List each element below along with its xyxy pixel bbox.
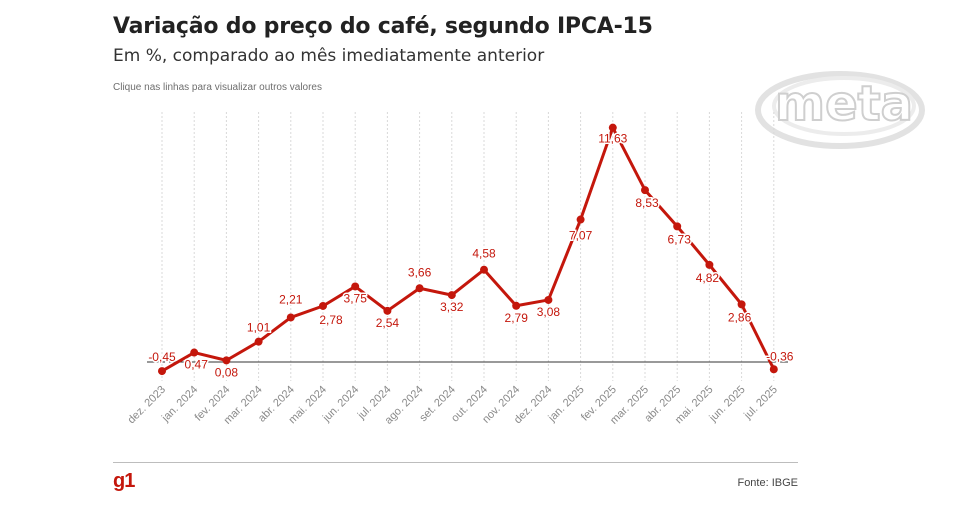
data-points [158,123,778,376]
data-label: 0,47 [185,358,209,372]
data-point[interactable] [222,356,231,365]
data-point[interactable] [286,313,295,322]
data-label: 7,07 [569,229,593,243]
data-label: 3,75 [344,291,368,305]
data-point[interactable] [351,282,360,291]
data-label: -0,36 [766,349,794,363]
data-label: 1,01 [247,321,271,335]
data-point[interactable] [673,222,682,231]
footer-divider [113,462,798,463]
data-label: 3,08 [537,305,561,319]
data-label: 0,08 [215,365,239,379]
x-tick-label: dez. 2023 [125,384,168,427]
data-point[interactable] [737,300,746,309]
chart-title: Variação do preço do café, segundo IPCA-… [113,14,653,39]
data-label: 4,82 [696,271,720,285]
x-tick-label: jul. 2025 [741,384,780,423]
data-point[interactable] [158,367,166,376]
data-point[interactable] [190,348,199,357]
interaction-hint: Clique nas linhas para visualizar outros… [113,82,322,93]
data-label: 3,32 [440,300,464,314]
data-label: 6,73 [668,232,692,246]
data-labels: -0,45 0,47 0,08 1,01 2,21 2,783,75 2,54 3,66 3,3… [147,130,795,381]
data-point[interactable] [641,186,649,195]
data-point[interactable] [480,265,488,274]
data-point[interactable] [512,301,521,310]
data-point[interactable] [576,215,585,224]
data-label: -0,45 [148,350,176,364]
data-label: 2,21 [279,292,303,306]
data-point[interactable] [608,123,617,132]
data-point[interactable] [447,291,456,300]
chart-subtitle: Em %, comparado ao mês imediatamente ant… [113,46,545,66]
data-point[interactable] [415,284,424,293]
data-label: 2,79 [505,311,529,325]
data-label: 4,58 [472,247,496,261]
data-point[interactable] [705,260,714,269]
source-text: Fonte: IBGE [737,477,798,489]
data-point[interactable] [544,295,553,304]
data-point[interactable] [319,301,327,310]
data-point[interactable] [254,337,263,346]
grid-lines [161,112,775,381]
data-point[interactable] [769,365,778,374]
data-point[interactable] [383,306,392,315]
data-label: 2,78 [319,313,343,327]
data-label: 2,54 [376,316,400,330]
data-label: 8,53 [635,196,659,210]
meta-watermark-logo: meta [755,71,925,149]
data-label: 3,66 [408,265,432,279]
data-label: 2,86 [728,310,752,324]
watermark-text: meta [775,76,913,132]
data-label: 11,63 [598,132,627,146]
g1-logo: g1 [113,470,135,492]
series-line[interactable] [161,126,776,373]
